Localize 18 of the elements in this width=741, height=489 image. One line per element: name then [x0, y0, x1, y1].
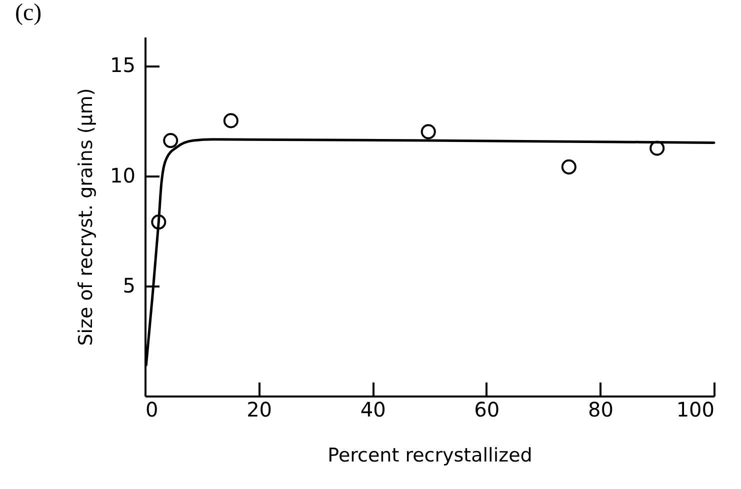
x-tick-label: 40	[360, 398, 386, 422]
point	[420, 124, 436, 140]
point	[163, 133, 178, 148]
y-tick-label: 15	[110, 53, 136, 78]
point	[650, 140, 665, 156]
y-tick-label: 5	[122, 273, 136, 298]
x-tick-label: 100	[676, 398, 714, 422]
y-axis-title: Size of recryst. grains (μm)	[75, 88, 98, 346]
x-tick-label: 80	[588, 398, 614, 422]
point	[561, 159, 576, 174]
point	[151, 214, 166, 230]
chart-title: (c)	[15, 0, 42, 26]
x-tick-label: 20	[246, 398, 272, 422]
point	[223, 113, 238, 128]
x-tick-label: 60	[474, 398, 500, 422]
y-tick-label: 10	[110, 163, 136, 188]
x-axis-title: Percent recrystallized	[328, 444, 532, 466]
x-tick-label: 0	[146, 398, 158, 422]
